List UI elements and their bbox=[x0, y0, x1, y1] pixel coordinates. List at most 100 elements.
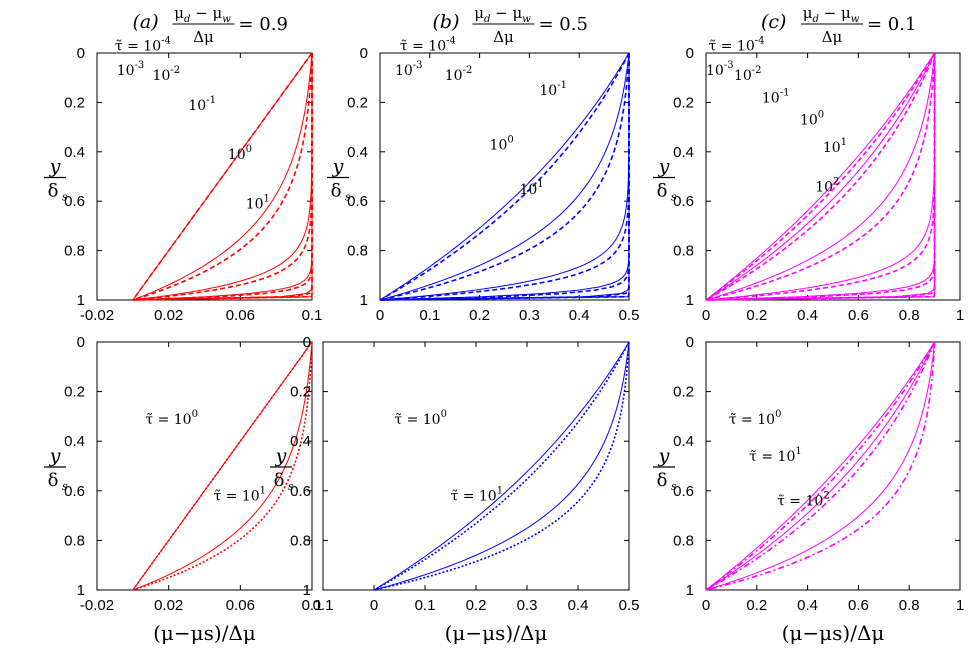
curve-label: τ̃ = 101 bbox=[213, 486, 266, 505]
curve-tau-1e1-dashdot bbox=[705, 341, 936, 591]
x-tick-label: 0.4 bbox=[797, 307, 818, 324]
x-tick-label: 0.1 bbox=[419, 307, 440, 324]
y-axis-label: yδ s bbox=[653, 445, 677, 493]
y-tick-label: 1 bbox=[686, 292, 694, 309]
title-numerator: μd − μw bbox=[474, 4, 531, 25]
curve-tau-1e-1-dashed bbox=[379, 53, 630, 301]
x-tick-label: 0.4 bbox=[568, 597, 589, 614]
axes-frame bbox=[322, 341, 630, 591]
y-label-num: y bbox=[49, 445, 61, 467]
y-axis-label: yδ s bbox=[653, 156, 677, 204]
x-tick-label: 0.6 bbox=[848, 597, 869, 614]
y-label-den: δ bbox=[657, 470, 668, 491]
y-label-sub: s bbox=[671, 480, 677, 493]
curve-label: τ̃ = 10-4 bbox=[115, 36, 171, 55]
x-tick-label: 0 bbox=[370, 597, 378, 614]
curve-label: τ̃ = 101 bbox=[749, 446, 802, 465]
x-tick-label: 0.4 bbox=[797, 597, 818, 614]
curve-label: τ̃ = 100 bbox=[394, 409, 447, 428]
x-tick-label: 0.5 bbox=[619, 307, 640, 324]
y-tick-label: 0 bbox=[686, 45, 694, 62]
title-denominator: Δμ bbox=[822, 28, 843, 46]
y-tick-label: 0.6 bbox=[64, 193, 85, 210]
curve-tau-1e0-solid bbox=[132, 52, 313, 301]
y-tick-label: 0.6 bbox=[64, 483, 85, 500]
x-tick-label: 0.1 bbox=[302, 307, 323, 324]
y-label-sub: s bbox=[671, 191, 677, 204]
curve-label: τ̃ = 101 bbox=[451, 486, 504, 505]
x-tick-label: -0.02 bbox=[80, 597, 114, 614]
y-tick-label: 0 bbox=[303, 334, 311, 351]
y-tick-label: 0.6 bbox=[290, 483, 311, 500]
curve-tau-1e0-solid bbox=[705, 52, 936, 301]
title-value: = 0.1 bbox=[867, 14, 916, 35]
y-tick-label: 0.8 bbox=[673, 532, 694, 549]
curve-label: τ̃ = 10-4 bbox=[400, 36, 456, 55]
title-prefix: (a) bbox=[133, 11, 159, 33]
y-label-den: δ bbox=[657, 181, 668, 202]
panel-b-bottom: 0.1 0 0.1 0.2 0.3 0.4 0.5 0 0.2 0.4 0.6 0.8 1 yδ s τ̃ =… bbox=[270, 334, 639, 645]
y-tick-label: 0.2 bbox=[64, 384, 85, 401]
x-tick-label: 0.1 bbox=[302, 597, 323, 614]
curve-tau-1e0-dashed bbox=[705, 52, 936, 301]
x-tick-label: 0.1 bbox=[415, 597, 436, 614]
curve-label: τ̃ = 102 bbox=[777, 491, 830, 510]
y-tick-label: 0.4 bbox=[64, 144, 85, 161]
y-label-sub: s bbox=[288, 480, 294, 493]
curve-tau-1e1-dotted bbox=[132, 341, 313, 591]
y-tick-label: 0.6 bbox=[673, 483, 694, 500]
curve-label: 10-2 bbox=[734, 65, 762, 84]
curve-tau-1e2-dashdot bbox=[705, 341, 936, 591]
title-prefix: (b) bbox=[433, 11, 460, 33]
curve-label: 102 bbox=[815, 176, 839, 195]
x-tick-label: 0.02 bbox=[154, 597, 183, 614]
x-tick-label: 1 bbox=[956, 307, 964, 324]
curve-tau-1e0-dashed bbox=[379, 52, 630, 301]
y-label-num: y bbox=[49, 156, 61, 178]
y-tick-label: 0.8 bbox=[347, 243, 368, 260]
curve-tau-1e1-solid bbox=[379, 52, 630, 301]
curve-tau-1e0-solid bbox=[705, 341, 936, 591]
curve-label: 101 bbox=[246, 194, 270, 213]
x-tick-label: -0.02 bbox=[80, 307, 114, 324]
y-tick-label: 1 bbox=[360, 292, 368, 309]
curve-label: 101 bbox=[519, 179, 543, 198]
x-axis-label: (μ−μs)/Δμ bbox=[782, 621, 885, 645]
curve-tau-1e-1-dashed bbox=[705, 53, 936, 301]
axes-frame bbox=[96, 341, 313, 591]
y-tick-label: 1 bbox=[303, 582, 311, 599]
x-tick-label: 0.5 bbox=[619, 597, 640, 614]
y-tick-label: 0 bbox=[686, 334, 694, 351]
x-tick-label: 0.4 bbox=[569, 307, 590, 324]
curve-label: 10-1 bbox=[539, 80, 567, 99]
y-tick-label: 0.8 bbox=[673, 243, 694, 260]
y-tick-label: 0 bbox=[77, 334, 85, 351]
title-value: = 0.5 bbox=[539, 14, 588, 35]
x-tick-label: 0.3 bbox=[517, 597, 538, 614]
x-tick-label: 0.8 bbox=[899, 307, 920, 324]
curve-tau-1e1-dotted bbox=[373, 341, 630, 591]
curve-label: 101 bbox=[823, 137, 847, 156]
x-axis-label: (μ−μs)/Δμ bbox=[153, 621, 256, 645]
curve-tau-1e1-solid bbox=[705, 341, 936, 591]
title-value: = 0.9 bbox=[239, 14, 288, 35]
curve-tau-1e0-solid bbox=[379, 52, 630, 301]
curve-label: τ̃ = 100 bbox=[145, 409, 198, 428]
x-tick-label: 0.06 bbox=[226, 597, 255, 614]
y-tick-label: 0 bbox=[77, 45, 85, 62]
x-tick-label: 0.02 bbox=[154, 307, 183, 324]
curve-label: 100 bbox=[490, 134, 514, 153]
x-tick-label: 0 bbox=[702, 597, 710, 614]
y-label-den: δ bbox=[274, 470, 285, 491]
y-label-num: y bbox=[658, 445, 670, 467]
curve-tau-1e0-dashdot bbox=[705, 341, 936, 591]
curve-tau-1e1-dashed bbox=[132, 52, 313, 301]
x-tick-label: 0.1 bbox=[313, 597, 334, 614]
curve-label: 10-3 bbox=[395, 60, 423, 79]
x-tick-label: 1 bbox=[956, 597, 964, 614]
panel-title: (b) μd − μw Δμ = 0.5 bbox=[433, 4, 588, 46]
y-tick-label: 1 bbox=[77, 582, 85, 599]
